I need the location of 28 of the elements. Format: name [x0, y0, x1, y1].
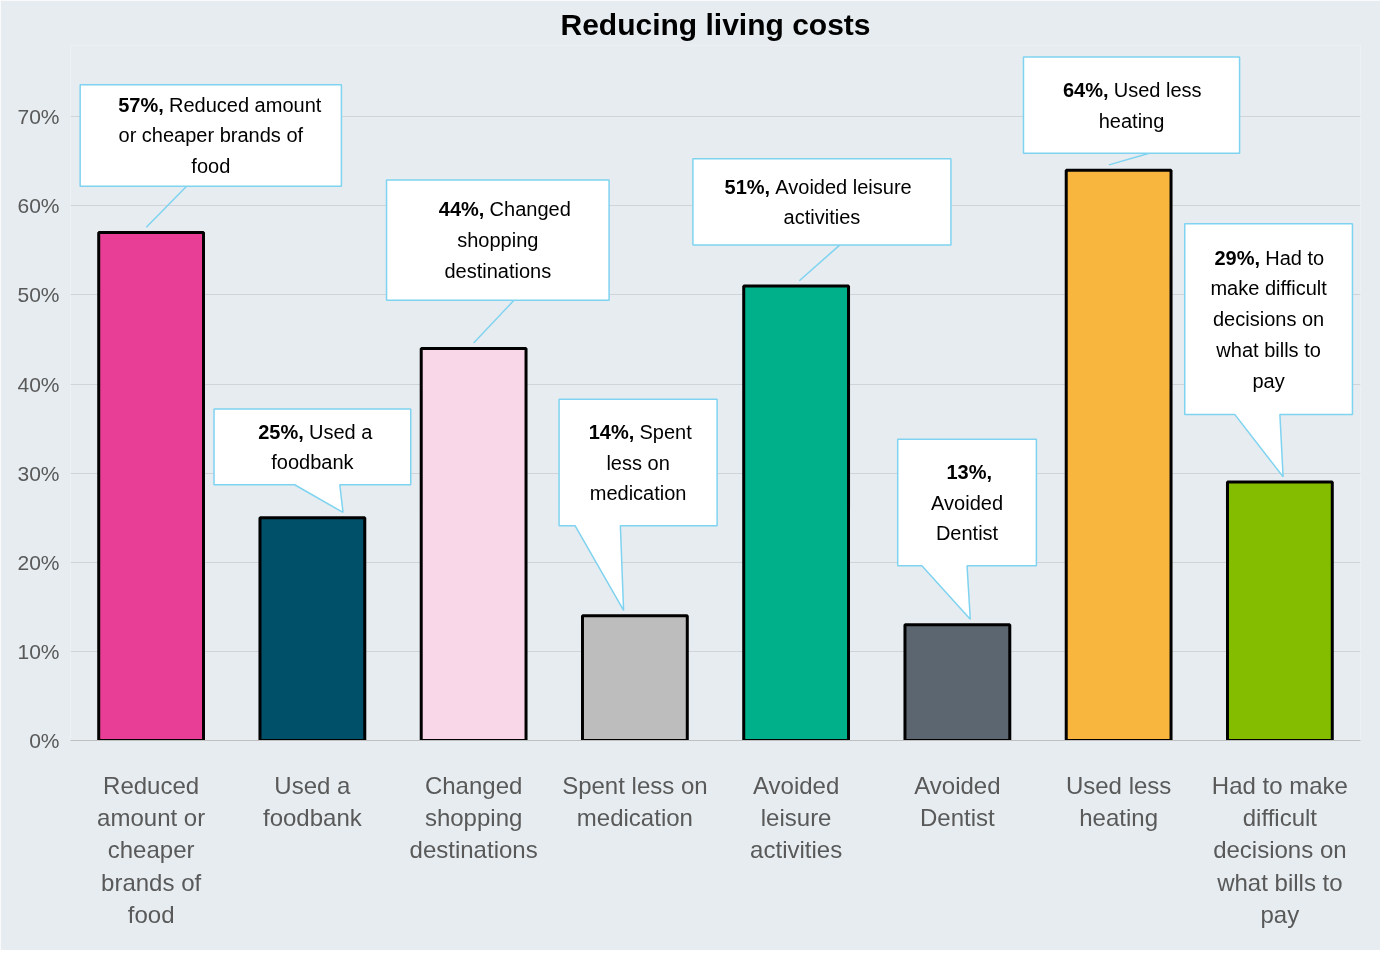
- annotation: 29%, Had to make difficult decisions on what bills to pay: [1210, 246, 1328, 392]
- y-tick-label: 40%: [17, 372, 60, 396]
- y-tick-label: 10%: [17, 639, 60, 663]
- x-tick-label: Changed shopping destinations: [409, 771, 538, 864]
- bar: [903, 623, 1012, 741]
- annotation: 14%, Spent less on medication: [588, 420, 693, 505]
- annotation: 57%, Reduced amount or cheaper brands of food: [118, 93, 322, 178]
- x-tick-label: Reduced amount or cheaper brands of food: [97, 771, 206, 929]
- chart-title: Reducing living costs: [560, 7, 871, 41]
- annotation: 64%, Used less heating: [1062, 78, 1202, 132]
- x-tick-label: Avoided leisure activities: [750, 771, 843, 864]
- annotation: 13%, Avoided Dentist: [931, 460, 1004, 545]
- annotation: 25%, Used a foodbank: [258, 420, 374, 474]
- x-tick-label: Had to make difficult decisions on what bills to pay: [1211, 771, 1348, 929]
- x-tick-label: Used a foodbank: [263, 771, 363, 831]
- y-tick-label: 60%: [17, 194, 60, 218]
- y-tick-label: 50%: [17, 283, 60, 307]
- y-tick-label: 70%: [17, 105, 60, 129]
- y-tick-label: 0%: [29, 729, 60, 752]
- bar: [258, 516, 367, 741]
- annotation: 51%, Avoided leisure activities: [724, 175, 912, 229]
- bar: [97, 231, 206, 741]
- x-tick-label: Used less heating: [1065, 771, 1172, 831]
- y-tick-label: 20%: [17, 550, 60, 574]
- x-tick-label: Avoided Dentist: [914, 771, 1001, 831]
- annotation: 44%, Changed shopping destinations: [438, 198, 571, 282]
- y-tick-label: 30%: [17, 461, 60, 485]
- x-tick-label: Spent less on medication: [562, 771, 708, 831]
